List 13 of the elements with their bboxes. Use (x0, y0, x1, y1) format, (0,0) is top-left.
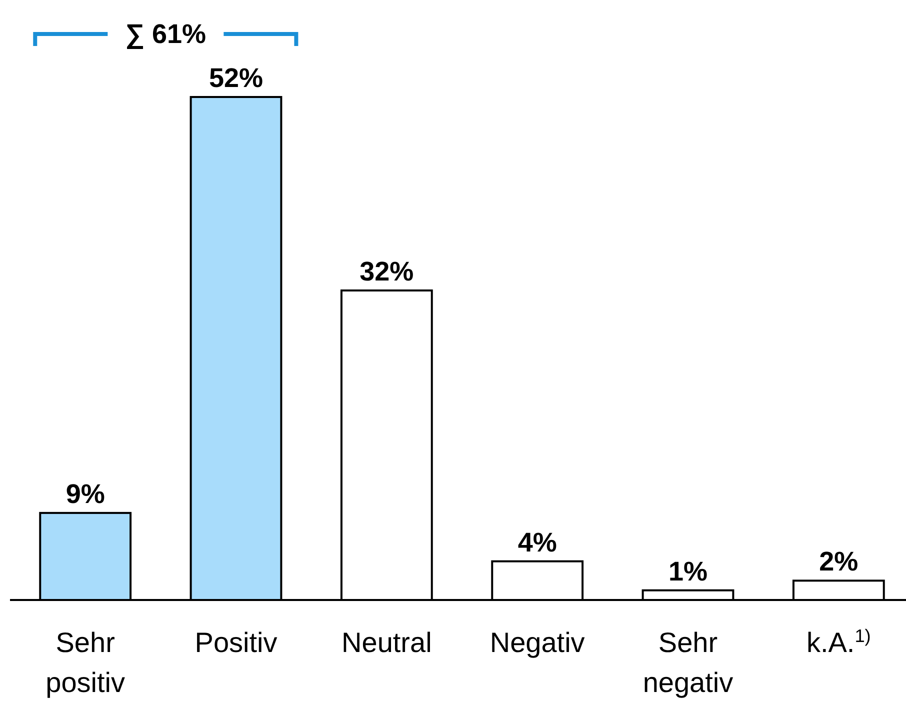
x-tick-label: k.A.$^{1)}$ (806, 626, 871, 658)
x-tick-label: Negativ (490, 627, 585, 658)
x-tick-label: Neutral (342, 627, 432, 658)
data-label: 52% (208, 63, 264, 93)
text: ∑ 61% (125, 19, 206, 49)
data-label: 4% (518, 527, 557, 558)
data-label: 1% (668, 556, 708, 586)
x-tick-label: Positiv (194, 627, 278, 658)
data-label: 9% (66, 478, 105, 509)
data-label: 2% (819, 546, 858, 577)
x-tick-label: Sehr negativ (642, 627, 734, 698)
data-label: 32% (360, 256, 414, 286)
x-tick-label: Sehr positiv (46, 627, 126, 698)
